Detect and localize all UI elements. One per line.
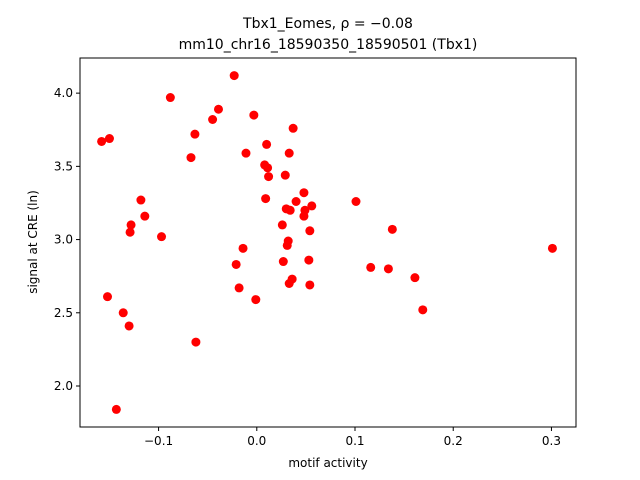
- scatter-point: [262, 139, 272, 149]
- scatter-point: [190, 129, 200, 139]
- scatter-point: [104, 134, 114, 144]
- scatter-point: [547, 243, 557, 253]
- data-points: [97, 71, 557, 414]
- scatter-point: [263, 163, 273, 173]
- scatter-point: [351, 197, 361, 206]
- scatter-point: [229, 71, 239, 81]
- scatter-point: [140, 211, 150, 221]
- scatter-point: [387, 224, 397, 234]
- scatter-point: [283, 236, 293, 246]
- scatter-point: [285, 205, 295, 215]
- x-tick-label: 0.0: [247, 434, 266, 448]
- scatter-point: [208, 115, 218, 124]
- scatter-point: [97, 136, 107, 146]
- scatter-point: [103, 292, 113, 302]
- scatter-point: [231, 259, 241, 269]
- scatter-point: [305, 226, 315, 236]
- scatter-point: [261, 194, 271, 204]
- scatter-point: [383, 264, 393, 274]
- scatter-point: [118, 308, 128, 318]
- scatter-point: [366, 262, 376, 272]
- x-tick-label: 0.3: [542, 434, 561, 448]
- scatter-point: [288, 123, 298, 133]
- y-tick-label: 4.0: [54, 86, 73, 100]
- x-axis-ticks: −0.1 0.0 0.1 0.2 0.3: [144, 427, 561, 448]
- chart-title-line1: Tbx1_Eomes, ρ = −0.08: [242, 16, 413, 32]
- x-tick-label: 0.2: [444, 434, 463, 448]
- scatter-point: [191, 337, 201, 347]
- scatter-point: [213, 104, 223, 114]
- scatter-point: [264, 172, 274, 182]
- x-axis-label: motif activity: [288, 456, 367, 470]
- scatter-point: [241, 148, 251, 158]
- scatter-point: [418, 305, 428, 315]
- x-tick-label: −0.1: [144, 434, 173, 448]
- scatter-point: [410, 273, 420, 283]
- scatter-point: [305, 280, 315, 290]
- scatter-point: [126, 220, 136, 230]
- scatter-point: [251, 295, 261, 305]
- scatter-point: [165, 93, 175, 103]
- scatter-point: [249, 110, 259, 120]
- y-tick-label: 2.0: [54, 379, 73, 393]
- scatter-point: [291, 197, 301, 206]
- scatter-point: [277, 220, 287, 230]
- scatter-point: [284, 148, 294, 158]
- scatter-point: [111, 404, 121, 414]
- scatter-point: [287, 274, 297, 284]
- scatter-point: [307, 201, 317, 211]
- scatter-point: [125, 227, 135, 237]
- chart-title-line2: mm10_chr16_18590350_18590501 (Tbx1): [179, 37, 478, 53]
- scatter-point: [304, 255, 314, 265]
- y-axis-ticks: 2.0 2.5 3.0 3.5 4.0: [54, 86, 80, 393]
- y-tick-label: 2.5: [54, 306, 73, 320]
- scatter-point: [186, 153, 196, 163]
- scatter-point: [299, 188, 309, 198]
- y-tick-label: 3.5: [54, 159, 73, 173]
- scatter-point: [124, 321, 134, 331]
- scatter-point: [157, 232, 167, 242]
- y-axis-label: signal at CRE (ln): [26, 190, 40, 294]
- scatter-point: [280, 170, 290, 180]
- x-tick-label: 0.1: [345, 434, 364, 448]
- scatter-point: [238, 243, 248, 253]
- y-tick-label: 3.0: [54, 233, 73, 247]
- scatter-point: [300, 205, 310, 215]
- scatter-point: [136, 195, 146, 205]
- scatter-point: [278, 257, 288, 267]
- plot-frame: [79, 57, 577, 428]
- scatter-point: [234, 283, 244, 293]
